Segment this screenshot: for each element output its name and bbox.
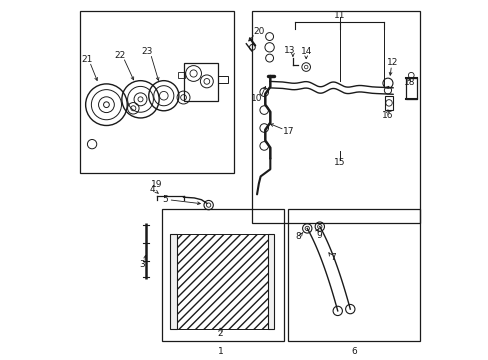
Text: 3: 3: [139, 260, 144, 269]
Bar: [217, 76, 228, 83]
Bar: [178, 72, 184, 78]
Text: 6: 6: [350, 347, 356, 356]
Text: 20: 20: [253, 27, 264, 36]
Text: 4: 4: [150, 185, 155, 194]
Bar: [287, 209, 419, 341]
Text: 7: 7: [330, 253, 336, 262]
Text: 19: 19: [151, 180, 162, 189]
Text: 10: 10: [250, 94, 262, 103]
Text: 18: 18: [403, 78, 414, 87]
Text: 11: 11: [333, 10, 345, 19]
Text: 8: 8: [295, 232, 301, 241]
Text: 22: 22: [114, 51, 125, 60]
Text: 17: 17: [282, 127, 293, 136]
Text: 16: 16: [382, 111, 393, 120]
Text: 23: 23: [141, 47, 152, 56]
Text: 12: 12: [386, 58, 397, 67]
Bar: [251, 12, 419, 223]
Text: 5: 5: [162, 195, 167, 204]
Text: 13: 13: [284, 46, 295, 55]
Text: 2: 2: [217, 329, 223, 338]
Bar: [384, 96, 392, 110]
Text: 14: 14: [300, 48, 311, 57]
Text: 9: 9: [316, 231, 321, 240]
Text: 1: 1: [218, 347, 224, 356]
Bar: [170, 234, 176, 329]
Bar: [176, 234, 267, 329]
Bar: [405, 78, 416, 99]
Bar: [162, 209, 284, 341]
Text: 15: 15: [333, 158, 345, 167]
Bar: [267, 234, 274, 329]
Bar: [183, 63, 217, 101]
Text: 21: 21: [81, 55, 92, 64]
Bar: [80, 12, 233, 173]
